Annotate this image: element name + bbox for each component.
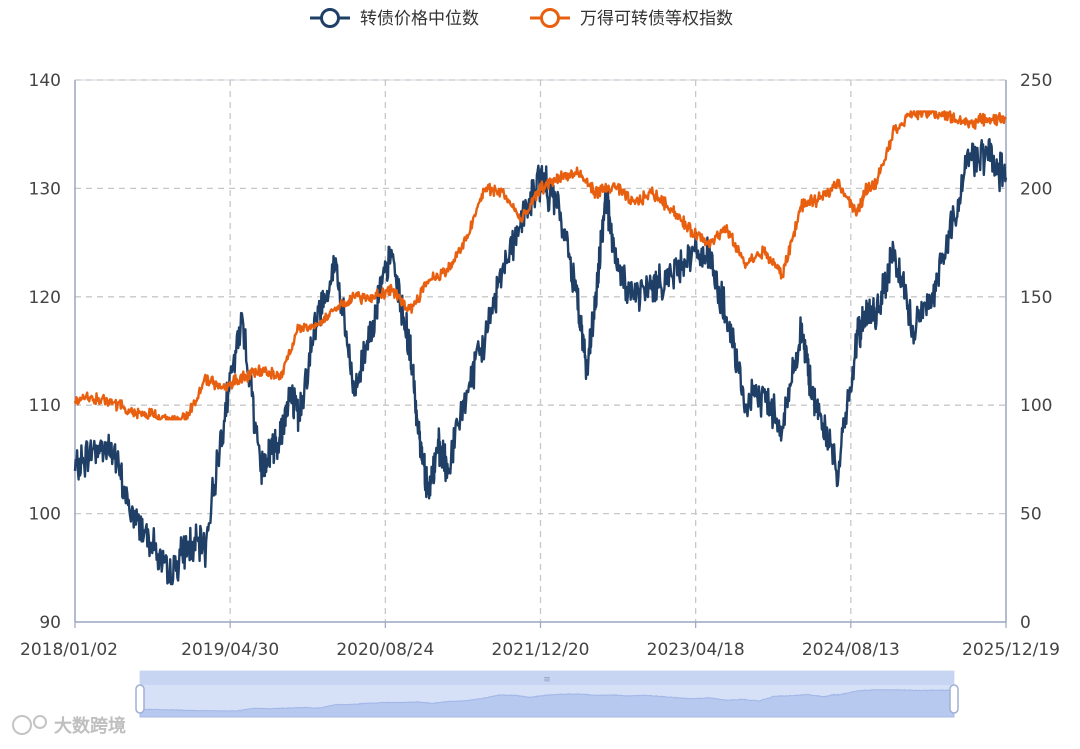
y-axis-left: 90 100 110 120 130 140 bbox=[29, 71, 76, 633]
x-axis: 2018/01/02 2019/04/30 2020/08/24 2021/12/20… bbox=[20, 621, 1060, 660]
x-tick-label: 2023/04/18 bbox=[647, 640, 745, 660]
zoom-top-bar bbox=[140, 671, 954, 685]
data-zoom-slider[interactable]: ≡ bbox=[135, 670, 959, 718]
y-left-tick-label: 120 bbox=[29, 288, 61, 308]
legend-label: 转债价格中位数 bbox=[360, 9, 479, 29]
x-tick-label: 2021/12/20 bbox=[492, 640, 590, 660]
y-right-tick-label: 200 bbox=[1020, 179, 1052, 199]
y-right-tick-label: 50 bbox=[1020, 505, 1042, 525]
y-right-tick-label: 100 bbox=[1020, 396, 1052, 416]
x-tick-label: 2024/08/13 bbox=[802, 640, 900, 660]
zoom-move-handle[interactable]: ≡ bbox=[543, 675, 551, 685]
y-right-tick-label: 150 bbox=[1020, 288, 1052, 308]
zoom-handle-left[interactable] bbox=[135, 684, 145, 714]
legend[interactable]: 转债价格中位数 万得可转债等权指数 bbox=[310, 8, 733, 29]
watermark-logo-icon bbox=[12, 715, 32, 735]
y-left-tick-label: 110 bbox=[29, 396, 61, 416]
x-tick-label: 2025/12/19 bbox=[962, 640, 1060, 660]
x-tick-label: 2020/08/24 bbox=[336, 640, 434, 660]
legend-marker bbox=[320, 8, 340, 28]
legend-label: 万得可转债等权指数 bbox=[580, 9, 733, 29]
watermark: 大数跨境 bbox=[12, 715, 126, 737]
y-right-tick-label: 0 bbox=[1020, 613, 1031, 633]
legend-item-1[interactable]: 万得可转债等权指数 bbox=[530, 8, 733, 29]
y-axis-right: 0 50 100 150 200 250 bbox=[1005, 71, 1052, 633]
y-left-tick-label: 100 bbox=[29, 505, 61, 525]
y-left-tick-label: 140 bbox=[29, 71, 61, 91]
legend-item-0[interactable]: 转债价格中位数 bbox=[310, 8, 479, 29]
watermark-text: 大数跨境 bbox=[54, 715, 126, 737]
series-line-1 bbox=[73, 110, 1007, 421]
series-layer bbox=[73, 110, 1008, 586]
x-tick-label: 2018/01/02 bbox=[20, 640, 118, 660]
grid bbox=[74, 79, 1007, 623]
zoom-selection[interactable] bbox=[140, 671, 954, 717]
y-left-tick-label: 90 bbox=[39, 613, 61, 633]
zoom-preview-area bbox=[139, 689, 955, 718]
zoom-handle-right[interactable] bbox=[949, 684, 959, 714]
y-right-tick-label: 250 bbox=[1020, 71, 1052, 91]
watermark-logo-dot bbox=[33, 715, 47, 729]
legend-marker bbox=[540, 8, 560, 28]
x-tick-label: 2019/04/30 bbox=[181, 640, 279, 660]
y-left-tick-label: 130 bbox=[29, 179, 61, 199]
